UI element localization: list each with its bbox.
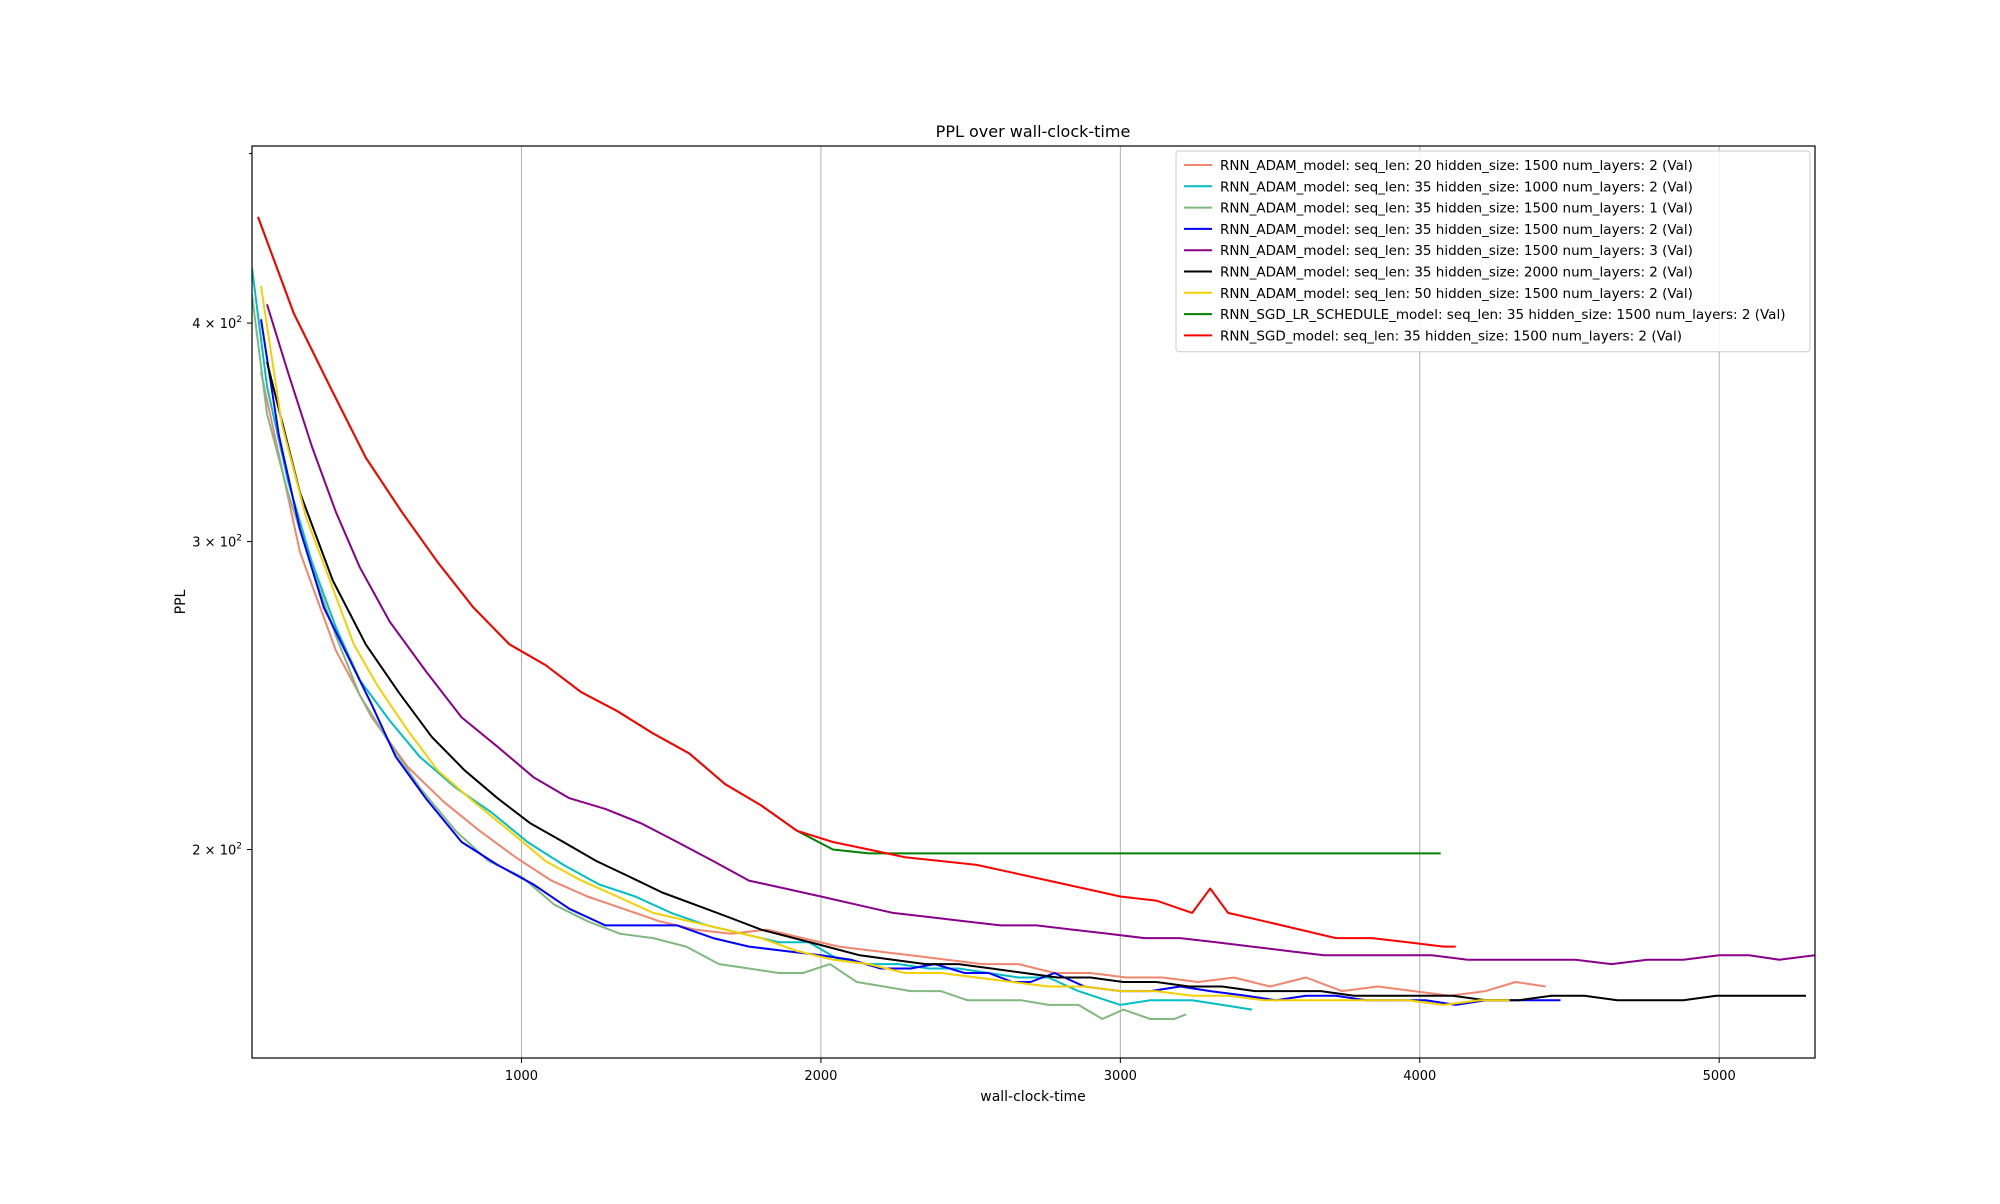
- y-tick-base: 2 × 10: [192, 844, 236, 859]
- legend-label: RNN_ADAM_model: seq_len: 35 hidden_size:…: [1220, 222, 1693, 238]
- y-tick-base: 4 × 10: [192, 317, 236, 332]
- plot-frame: [251, 145, 1816, 1059]
- y-tick-exponent: 2: [236, 315, 242, 325]
- legend-label: RNN_ADAM_model: seq_len: 35 hidden_size:…: [1220, 265, 1693, 281]
- legend-label: RNN_ADAM_model: seq_len: 35 hidden_size:…: [1220, 179, 1693, 195]
- series-line-1: [260, 371, 1546, 997]
- x-axis-label: wall-clock-time: [980, 1089, 1086, 1105]
- series-line-6: [266, 361, 1806, 1002]
- legend-label: RNN_ADAM_model: seq_len: 20 hidden_size:…: [1220, 158, 1693, 174]
- series-line-7: [260, 285, 1510, 1006]
- y-tick-base: 3 × 10: [192, 536, 236, 551]
- legend-box: [1175, 150, 1811, 353]
- x-tick-label: 1000: [505, 1069, 538, 1084]
- legend-label: RNN_SGD_LR_SCHEDULE_model: seq_len: 35 h…: [1220, 307, 1785, 323]
- x-tick-label: 5000: [1703, 1069, 1736, 1084]
- y-tick-exponent: 2: [236, 534, 242, 544]
- y-tick-exponent: 2: [236, 842, 242, 852]
- y-tick-label: 3 × 102: [192, 534, 242, 551]
- legend-label: RNN_SGD_model: seq_len: 35 hidden_size: …: [1220, 328, 1682, 344]
- legend-label: RNN_ADAM_model: seq_len: 35 hidden_size:…: [1220, 243, 1693, 259]
- series-line-4: [260, 319, 1561, 1006]
- legend: RNN_ADAM_model: seq_len: 20 hidden_size:…: [1175, 150, 1811, 353]
- chart-title: PPL over wall-clock-time: [936, 122, 1131, 141]
- y-tick-label: 4 × 102: [192, 315, 242, 332]
- legend-label: RNN_ADAM_model: seq_len: 35 hidden_size:…: [1220, 201, 1693, 217]
- legend-label: RNN_ADAM_model: seq_len: 50 hidden_size:…: [1220, 286, 1693, 302]
- x-tick-label: 2000: [804, 1069, 837, 1084]
- y-axis-label: PPL: [173, 589, 189, 614]
- series-lines: [252, 216, 1815, 1020]
- y-tick-label: 2 × 102: [192, 842, 242, 859]
- series-line-5: [266, 304, 1815, 966]
- x-tick-label: 4000: [1403, 1069, 1436, 1084]
- x-tick-label: 3000: [1104, 1069, 1137, 1084]
- series-line-3: [252, 294, 1187, 1020]
- series-line-9: [257, 216, 1456, 948]
